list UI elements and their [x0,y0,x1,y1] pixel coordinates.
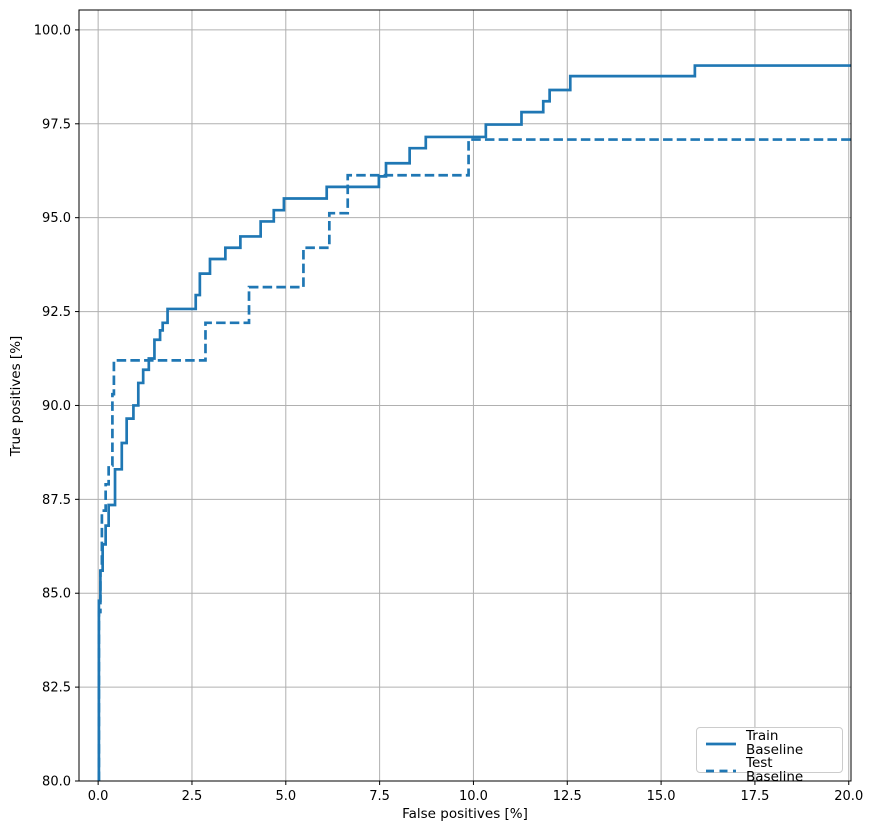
x-tick-label: 20.0 [834,789,863,804]
y-tick-label: 92.5 [42,305,71,320]
y-tick-label: 87.5 [42,493,71,508]
x-axis-label: False positives [%] [402,806,528,822]
y-tick-label: 90.0 [42,399,71,414]
x-tick-label: 7.5 [369,789,390,804]
y-tick-label: 97.5 [42,117,71,132]
legend: Train Baseline Test Baseline [696,727,843,783]
x-tick-label: 17.5 [740,789,769,804]
legend-label-train: Train Baseline [746,728,804,758]
y-axis-label: True positives [%] [8,335,24,457]
test-line-swatch-icon [706,769,736,772]
legend-label-test: Test Baseline [746,755,804,785]
y-tick-label: 85.0 [42,587,71,602]
plot-border [78,9,852,782]
series-line-train [97,64,851,781]
x-tick-label: 2.5 [182,789,203,804]
x-tick-label: 12.5 [553,789,582,804]
train-line-swatch-icon [706,742,736,745]
x-tick-label: 10.0 [459,789,488,804]
x-tick-label: 5.0 [275,789,296,804]
x-tick-label: 0.0 [88,789,109,804]
x-tick-label: 15.0 [647,789,676,804]
y-tick-label: 80.0 [42,775,71,790]
y-tick-label: 95.0 [42,211,71,226]
legend-item-test: Test Baseline [705,755,834,785]
legend-item-train: Train Baseline [705,728,834,758]
y-tick-label: 100.0 [34,23,71,38]
series-line-test [97,138,851,781]
y-tick-label: 82.5 [42,681,71,696]
